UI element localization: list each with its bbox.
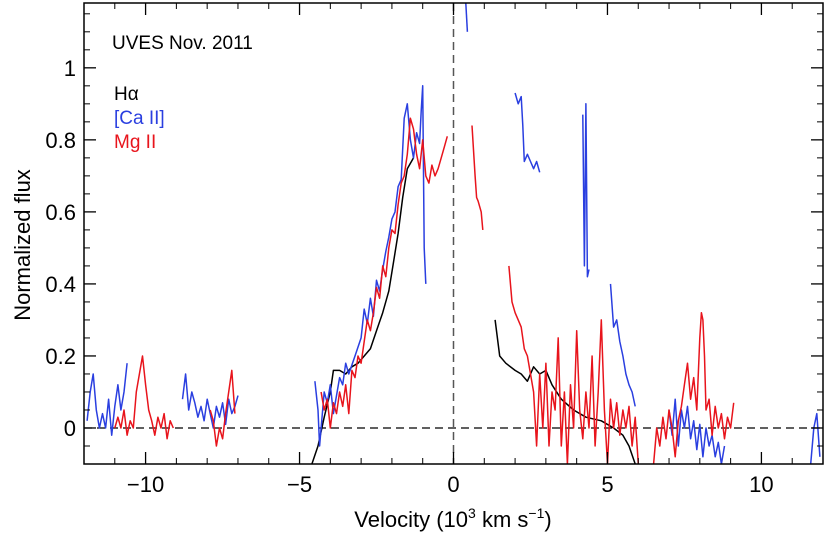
series-1-segment-5 (582, 103, 590, 278)
x-axis-title-end: ) (544, 507, 551, 532)
x-tick-label-1: −5 (287, 472, 312, 497)
series-0 (311, 157, 636, 464)
series-0-segment-0 (311, 157, 415, 464)
x-tick-label-4: 10 (749, 472, 773, 497)
x-tick-label-0: −10 (127, 472, 164, 497)
legend: Hα [Ca II] Mg II (114, 84, 165, 153)
axis-ticks: −10 −5 0 5 10 0 0.2 0.4 0.6 0.8 1 (45, 3, 824, 497)
series-1-segment-8 (809, 412, 821, 464)
series-2-segment-0 (114, 355, 174, 440)
series-2-segment-1 (209, 369, 236, 447)
y-tick-label-0: 0 (64, 416, 76, 441)
series-0-segment-1 (494, 319, 636, 464)
series-1-segment-1 (181, 373, 239, 429)
y-tick-label-1: 0.2 (45, 344, 76, 369)
series-1-segment-6 (609, 283, 636, 407)
series-2-segment-3 (471, 125, 484, 230)
y-tick-label-3: 0.6 (45, 200, 76, 225)
chart-title: UVES Nov. 2011 (112, 33, 253, 54)
series-2 (114, 117, 735, 464)
y-tick-label-4: 0.8 (45, 128, 76, 153)
legend-item-2: Mg II (114, 132, 156, 153)
series-2-segment-2 (320, 117, 449, 429)
series-1-segment-3 (465, 3, 469, 32)
series-1-segment-0 (86, 363, 128, 436)
series-2-segment-5 (652, 311, 735, 464)
y-tick-label-2: 0.4 (45, 272, 76, 297)
x-axis-title-sup: 3 (468, 505, 476, 521)
reference-lines (84, 3, 823, 464)
legend-item-0: Hα (114, 84, 139, 105)
x-axis-title-sup2: −1 (528, 505, 544, 521)
x-axis-title-main: Velocity (10 (354, 507, 468, 532)
series-layer (86, 3, 821, 464)
series-1-segment-4 (514, 92, 541, 173)
legend-item-1: [Ca II] (114, 108, 165, 129)
series-1-segment-7 (668, 398, 726, 464)
x-axis-title-mid: km s (476, 507, 529, 532)
x-axis-title: Velocity (103 km s−1) (354, 505, 551, 532)
x-tick-label-2: 0 (447, 472, 459, 497)
y-axis-title: Normalized flux (10, 169, 35, 321)
y-tick-label-5: 1 (64, 56, 76, 81)
series-2-segment-4 (508, 265, 640, 464)
x-tick-label-3: 5 (601, 472, 613, 497)
plot-frame (83, 2, 824, 465)
